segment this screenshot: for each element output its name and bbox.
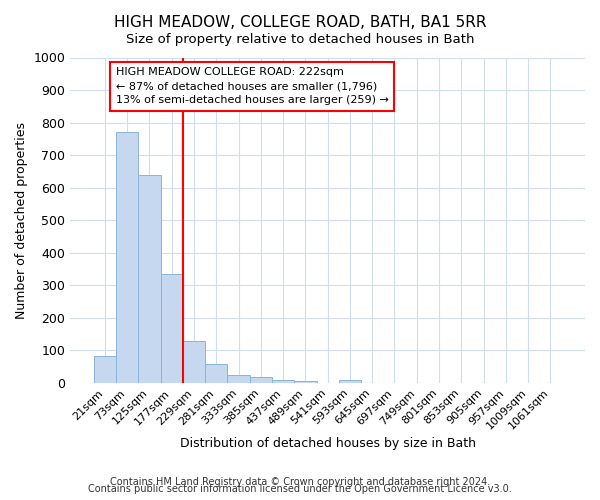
- Bar: [161, 274, 183, 383]
- Bar: [339, 380, 361, 383]
- X-axis label: Distribution of detached houses by size in Bath: Distribution of detached houses by size …: [179, 437, 476, 450]
- Y-axis label: Number of detached properties: Number of detached properties: [15, 122, 28, 318]
- Bar: [183, 340, 205, 383]
- Text: Size of property relative to detached houses in Bath: Size of property relative to detached ho…: [126, 32, 474, 46]
- Text: Contains public sector information licensed under the Open Government Licence v3: Contains public sector information licen…: [88, 484, 512, 494]
- Bar: [250, 377, 272, 383]
- Text: Contains HM Land Registry data © Crown copyright and database right 2024.: Contains HM Land Registry data © Crown c…: [110, 477, 490, 487]
- Bar: [138, 174, 161, 383]
- Bar: [227, 374, 250, 383]
- Bar: [272, 380, 294, 383]
- Bar: [205, 364, 227, 383]
- Bar: [116, 132, 138, 383]
- Bar: [294, 381, 317, 383]
- Text: HIGH MEADOW, COLLEGE ROAD, BATH, BA1 5RR: HIGH MEADOW, COLLEGE ROAD, BATH, BA1 5RR: [114, 15, 486, 30]
- Bar: [94, 356, 116, 383]
- Text: HIGH MEADOW COLLEGE ROAD: 222sqm
← 87% of detached houses are smaller (1,796)
13: HIGH MEADOW COLLEGE ROAD: 222sqm ← 87% o…: [116, 68, 389, 106]
